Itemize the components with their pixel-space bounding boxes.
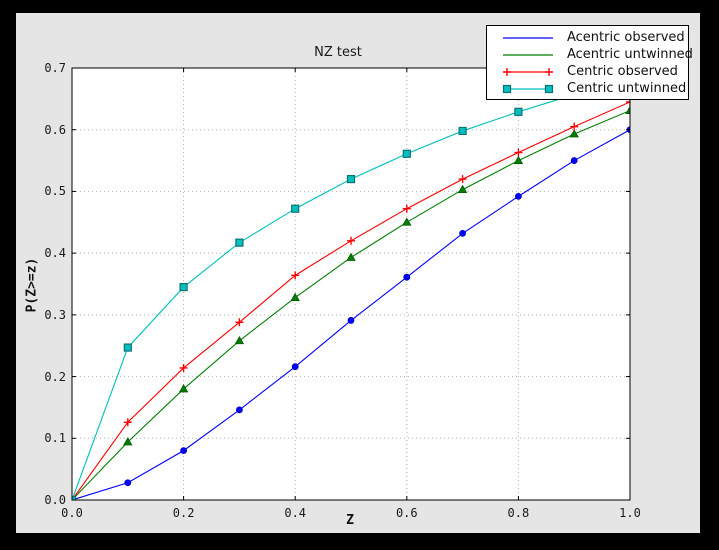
legend-label: Acentric observed [567, 30, 685, 45]
legend-label: Centric untwinned [567, 81, 687, 96]
series-acentric-untwinned [72, 105, 630, 500]
legend-item-acentric-untwinned: Acentric untwinned [487, 46, 693, 63]
legend-label: Centric observed [567, 64, 678, 79]
x-tick-label: 0.0 [61, 506, 83, 520]
legend-sample-square-line-icon [502, 84, 554, 93]
legend-item-acentric-observed: Acentric observed [487, 29, 688, 46]
legend-sample-plus-line-icon [503, 67, 553, 76]
y-tick-label: 0.7 [44, 61, 66, 75]
x-tick-label: 0.8 [507, 506, 530, 520]
chart-title: NZ test [314, 45, 362, 60]
legend: Acentric observed Acentric untwinned Cen… [486, 25, 693, 100]
x-tick-label: 1.0 [619, 506, 641, 520]
y-tick-label: 0.2 [44, 369, 66, 384]
grid-lines [72, 68, 630, 500]
legend-label: Acentric untwinned [567, 47, 693, 62]
plot-area [71, 67, 631, 501]
y-tick-label: 0.4 [44, 246, 66, 261]
y-tick-label: 0.3 [44, 307, 66, 322]
axes-spines [71, 67, 631, 501]
y-tick-label: 0.5 [44, 184, 66, 199]
figure-canvas: NZ test Z P(Z>=z) 0.0 0.2 0.4 0.6 0.8 1.0 0.0 0… [16, 13, 700, 533]
legend-sample-line-icon [503, 36, 553, 39]
y-axis-label: P(Z>=z) [24, 257, 40, 313]
legend-item-centric-untwinned: Centric untwinned [487, 80, 688, 97]
y-tick-label: 0.0 [44, 493, 66, 507]
legend-item-centric-observed: Centric observed [487, 63, 688, 80]
legend-sample-line-icon [503, 53, 553, 56]
x-tick-label: 0.2 [172, 506, 195, 520]
y-tick-label: 0.1 [44, 431, 66, 446]
axes-background [72, 68, 630, 500]
series-centric-observed [72, 97, 630, 500]
x-axis-label: Z [346, 513, 354, 528]
x-tick-label: 0.4 [284, 506, 307, 520]
x-tick-label: 0.6 [395, 506, 418, 520]
y-tick-label: 0.6 [44, 122, 66, 137]
